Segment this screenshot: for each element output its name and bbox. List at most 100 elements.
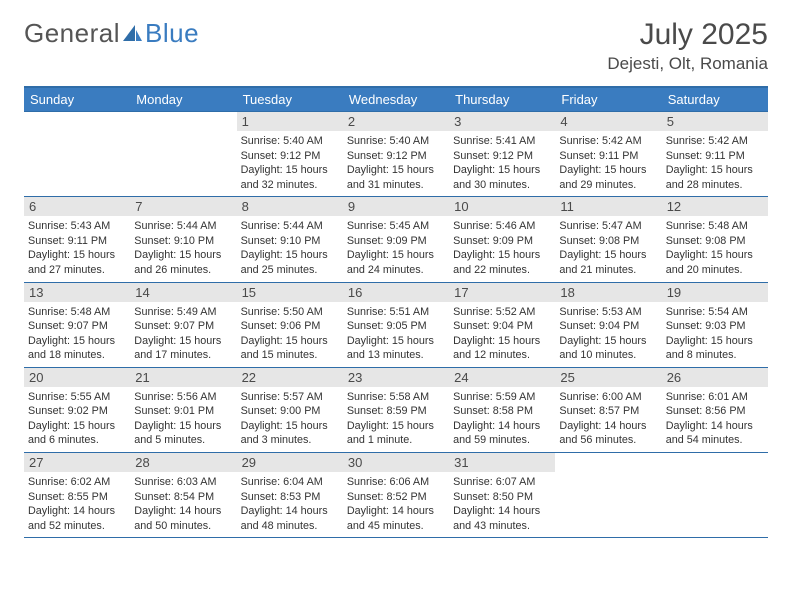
calendar-day	[24, 112, 130, 197]
weekday-header: Sunday	[24, 88, 130, 112]
weekday-header-row: SundayMondayTuesdayWednesdayThursdayFrid…	[24, 88, 768, 112]
day-detail: Sunrise: 6:06 AMSunset: 8:52 PMDaylight:…	[343, 472, 449, 533]
calendar-day: 27Sunrise: 6:02 AMSunset: 8:55 PMDayligh…	[24, 453, 130, 538]
calendar-day: 3Sunrise: 5:41 AMSunset: 9:12 PMDaylight…	[449, 112, 555, 197]
day-number: 1	[237, 112, 343, 131]
day-detail: Sunrise: 6:03 AMSunset: 8:54 PMDaylight:…	[130, 472, 236, 533]
day-number: 23	[343, 368, 449, 387]
day-number: 19	[662, 283, 768, 302]
day-number: 9	[343, 197, 449, 216]
calendar-day: 28Sunrise: 6:03 AMSunset: 8:54 PMDayligh…	[130, 453, 236, 538]
day-number: 8	[237, 197, 343, 216]
calendar-day	[555, 453, 661, 538]
calendar-day: 25Sunrise: 6:00 AMSunset: 8:57 PMDayligh…	[555, 368, 661, 453]
day-number: 10	[449, 197, 555, 216]
day-detail: Sunrise: 5:43 AMSunset: 9:11 PMDaylight:…	[24, 216, 130, 277]
day-detail: Sunrise: 5:48 AMSunset: 9:07 PMDaylight:…	[24, 302, 130, 363]
day-detail: Sunrise: 5:45 AMSunset: 9:09 PMDaylight:…	[343, 216, 449, 277]
calendar-day: 2Sunrise: 5:40 AMSunset: 9:12 PMDaylight…	[343, 112, 449, 197]
day-detail: Sunrise: 5:53 AMSunset: 9:04 PMDaylight:…	[555, 302, 661, 363]
calendar: SundayMondayTuesdayWednesdayThursdayFrid…	[24, 86, 768, 538]
day-detail: Sunrise: 5:41 AMSunset: 9:12 PMDaylight:…	[449, 131, 555, 192]
day-number: 25	[555, 368, 661, 387]
calendar-week: 13Sunrise: 5:48 AMSunset: 9:07 PMDayligh…	[24, 283, 768, 368]
day-number: 7	[130, 197, 236, 216]
calendar-day: 15Sunrise: 5:50 AMSunset: 9:06 PMDayligh…	[237, 283, 343, 368]
calendar-day: 5Sunrise: 5:42 AMSunset: 9:11 PMDaylight…	[662, 112, 768, 197]
day-number: 28	[130, 453, 236, 472]
weekday-header: Saturday	[662, 88, 768, 112]
day-detail: Sunrise: 5:57 AMSunset: 9:00 PMDaylight:…	[237, 387, 343, 448]
day-number: 15	[237, 283, 343, 302]
day-number: 30	[343, 453, 449, 472]
day-detail: Sunrise: 5:40 AMSunset: 9:12 PMDaylight:…	[343, 131, 449, 192]
calendar-day: 14Sunrise: 5:49 AMSunset: 9:07 PMDayligh…	[130, 283, 236, 368]
day-number: 31	[449, 453, 555, 472]
calendar-day: 22Sunrise: 5:57 AMSunset: 9:00 PMDayligh…	[237, 368, 343, 453]
day-detail: Sunrise: 5:58 AMSunset: 8:59 PMDaylight:…	[343, 387, 449, 448]
calendar-day: 6Sunrise: 5:43 AMSunset: 9:11 PMDaylight…	[24, 197, 130, 282]
calendar-day: 1Sunrise: 5:40 AMSunset: 9:12 PMDaylight…	[237, 112, 343, 197]
calendar-day: 11Sunrise: 5:47 AMSunset: 9:08 PMDayligh…	[555, 197, 661, 282]
day-number: 18	[555, 283, 661, 302]
logo: General Blue	[24, 18, 199, 49]
calendar-day: 31Sunrise: 6:07 AMSunset: 8:50 PMDayligh…	[449, 453, 555, 538]
day-detail: Sunrise: 5:54 AMSunset: 9:03 PMDaylight:…	[662, 302, 768, 363]
calendar-day: 12Sunrise: 5:48 AMSunset: 9:08 PMDayligh…	[662, 197, 768, 282]
day-number: 16	[343, 283, 449, 302]
title-block: July 2025 Dejesti, Olt, Romania	[607, 18, 768, 74]
calendar-week: 27Sunrise: 6:02 AMSunset: 8:55 PMDayligh…	[24, 453, 768, 538]
weekday-header: Thursday	[449, 88, 555, 112]
day-detail: Sunrise: 5:55 AMSunset: 9:02 PMDaylight:…	[24, 387, 130, 448]
day-number: 24	[449, 368, 555, 387]
day-number: 17	[449, 283, 555, 302]
day-number: 14	[130, 283, 236, 302]
calendar-day: 8Sunrise: 5:44 AMSunset: 9:10 PMDaylight…	[237, 197, 343, 282]
weekday-header: Tuesday	[237, 88, 343, 112]
calendar-day: 13Sunrise: 5:48 AMSunset: 9:07 PMDayligh…	[24, 283, 130, 368]
day-number: 27	[24, 453, 130, 472]
calendar-day: 18Sunrise: 5:53 AMSunset: 9:04 PMDayligh…	[555, 283, 661, 368]
calendar-day: 19Sunrise: 5:54 AMSunset: 9:03 PMDayligh…	[662, 283, 768, 368]
weekday-header: Monday	[130, 88, 236, 112]
day-number: 2	[343, 112, 449, 131]
page-title: July 2025	[607, 18, 768, 52]
day-number: 11	[555, 197, 661, 216]
day-detail: Sunrise: 5:44 AMSunset: 9:10 PMDaylight:…	[130, 216, 236, 277]
day-detail: Sunrise: 5:47 AMSunset: 9:08 PMDaylight:…	[555, 216, 661, 277]
day-detail: Sunrise: 5:44 AMSunset: 9:10 PMDaylight:…	[237, 216, 343, 277]
calendar-day: 10Sunrise: 5:46 AMSunset: 9:09 PMDayligh…	[449, 197, 555, 282]
calendar-day: 9Sunrise: 5:45 AMSunset: 9:09 PMDaylight…	[343, 197, 449, 282]
day-number: 20	[24, 368, 130, 387]
calendar-day: 26Sunrise: 6:01 AMSunset: 8:56 PMDayligh…	[662, 368, 768, 453]
day-detail: Sunrise: 5:46 AMSunset: 9:09 PMDaylight:…	[449, 216, 555, 277]
logo-text-2: Blue	[145, 18, 199, 49]
day-detail: Sunrise: 5:56 AMSunset: 9:01 PMDaylight:…	[130, 387, 236, 448]
day-number: 22	[237, 368, 343, 387]
calendar-day: 21Sunrise: 5:56 AMSunset: 9:01 PMDayligh…	[130, 368, 236, 453]
day-detail: Sunrise: 5:59 AMSunset: 8:58 PMDaylight:…	[449, 387, 555, 448]
calendar-day: 4Sunrise: 5:42 AMSunset: 9:11 PMDaylight…	[555, 112, 661, 197]
day-detail: Sunrise: 6:04 AMSunset: 8:53 PMDaylight:…	[237, 472, 343, 533]
calendar-day: 29Sunrise: 6:04 AMSunset: 8:53 PMDayligh…	[237, 453, 343, 538]
day-number: 12	[662, 197, 768, 216]
calendar-day: 7Sunrise: 5:44 AMSunset: 9:10 PMDaylight…	[130, 197, 236, 282]
day-detail: Sunrise: 5:50 AMSunset: 9:06 PMDaylight:…	[237, 302, 343, 363]
day-number: 6	[24, 197, 130, 216]
day-detail: Sunrise: 5:49 AMSunset: 9:07 PMDaylight:…	[130, 302, 236, 363]
weekday-header: Wednesday	[343, 88, 449, 112]
day-number: 4	[555, 112, 661, 131]
day-detail: Sunrise: 5:51 AMSunset: 9:05 PMDaylight:…	[343, 302, 449, 363]
calendar-day: 30Sunrise: 6:06 AMSunset: 8:52 PMDayligh…	[343, 453, 449, 538]
calendar-day: 23Sunrise: 5:58 AMSunset: 8:59 PMDayligh…	[343, 368, 449, 453]
day-detail: Sunrise: 6:02 AMSunset: 8:55 PMDaylight:…	[24, 472, 130, 533]
logo-sail-icon	[121, 23, 143, 45]
calendar-day	[130, 112, 236, 197]
day-detail: Sunrise: 5:52 AMSunset: 9:04 PMDaylight:…	[449, 302, 555, 363]
day-detail: Sunrise: 6:00 AMSunset: 8:57 PMDaylight:…	[555, 387, 661, 448]
location-label: Dejesti, Olt, Romania	[607, 54, 768, 74]
day-number: 5	[662, 112, 768, 131]
calendar-day: 24Sunrise: 5:59 AMSunset: 8:58 PMDayligh…	[449, 368, 555, 453]
day-number: 13	[24, 283, 130, 302]
calendar-week: 20Sunrise: 5:55 AMSunset: 9:02 PMDayligh…	[24, 368, 768, 453]
